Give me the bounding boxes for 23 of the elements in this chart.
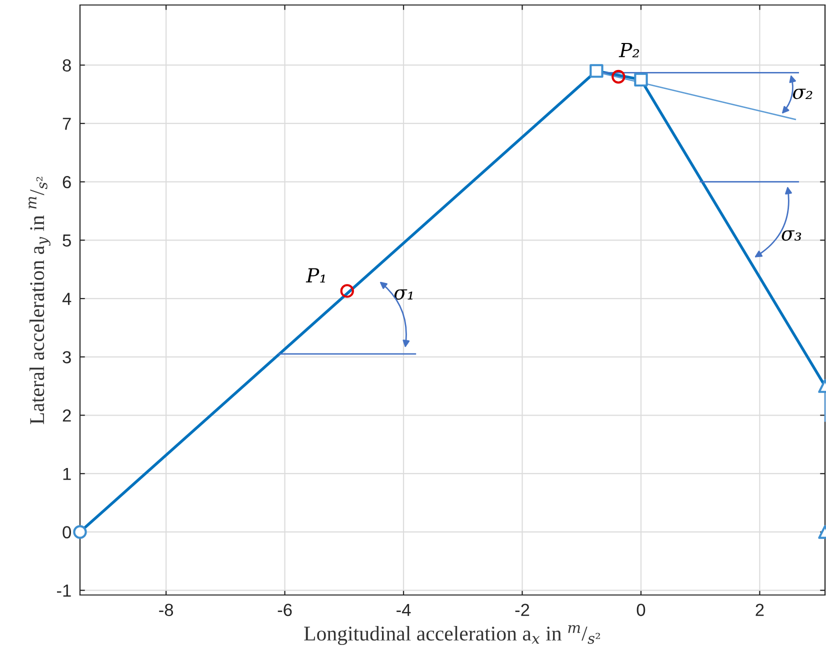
annotation: σ₃ [782, 230, 802, 241]
y-tick-label: 8 [62, 59, 71, 72]
x-tick-label: -8 [159, 604, 174, 616]
y-tick-label: 5 [62, 234, 71, 247]
y-tick-label: 0 [62, 526, 71, 538]
x-tick-label: -2 [515, 604, 530, 616]
y-tick-label: 7 [62, 118, 71, 130]
x-axis-title: Longitudinal acceleration a$_{x}$ in $^{m}$/$_{s²}$ [304, 625, 600, 645]
y-tick-label: -1 [57, 584, 71, 597]
y-axis-title: Lateral acceleration a$_{y}$ in $^{m}$/$_{s²}$ [28, 176, 50, 424]
y-tick-label: 3 [62, 351, 71, 364]
x-tick-label: -6 [278, 604, 292, 616]
y-tick-label: 2 [62, 409, 71, 422]
y-tick-label: 1 [63, 468, 71, 480]
annotation: P₁ [306, 268, 325, 283]
annotation: σ₂ [792, 88, 812, 100]
x-tick-label: -4 [396, 604, 411, 616]
annotation: P₂ [618, 42, 640, 58]
y-tick-label: 4 [62, 292, 72, 305]
y-tick-label: 6 [62, 176, 71, 188]
x-tick-label: 0 [636, 604, 646, 616]
x-tick-label: 2 [756, 604, 764, 616]
annotation: σ₁ [394, 289, 412, 300]
